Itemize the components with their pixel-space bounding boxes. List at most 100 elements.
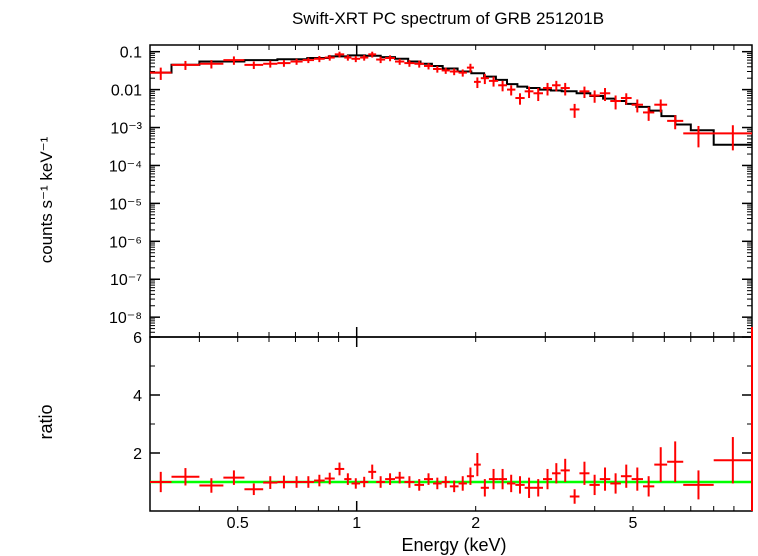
spectrum-data-point bbox=[302, 57, 315, 64]
spectrum-data-point bbox=[290, 58, 303, 65]
ratio-data-point bbox=[449, 480, 459, 493]
ratio-data-point bbox=[395, 471, 405, 484]
ratio-data-point bbox=[424, 473, 434, 485]
ratio-data-point bbox=[569, 489, 580, 504]
ratio-data-point bbox=[643, 476, 655, 497]
ratio-data-point bbox=[552, 463, 561, 484]
spectrum-data-point bbox=[569, 103, 580, 118]
ratio-data-point bbox=[302, 476, 315, 488]
ratio-data-point bbox=[506, 474, 516, 493]
ratio-data-point bbox=[579, 461, 590, 485]
spectrum-data-point bbox=[552, 80, 561, 92]
spectrum-data-point bbox=[314, 55, 325, 63]
ratio-data-point bbox=[533, 479, 543, 497]
spectrum-data-point bbox=[404, 60, 415, 67]
spectrum-data-point bbox=[480, 73, 489, 85]
spectrum-data-point bbox=[488, 76, 499, 87]
ratio-data-point bbox=[599, 467, 611, 491]
ratio-data-point bbox=[654, 447, 668, 482]
spectrum-data-point bbox=[449, 68, 459, 76]
spectrum-data-point bbox=[506, 85, 516, 96]
spectrum-data-point bbox=[199, 60, 224, 69]
spectrum-data-point bbox=[395, 58, 405, 65]
spectrum-data-point bbox=[579, 86, 590, 99]
ratio-data-point bbox=[290, 476, 303, 488]
ratio-data-point bbox=[360, 476, 369, 488]
spectrum-data-point bbox=[466, 63, 474, 73]
y-tick-label: 10⁻⁸ bbox=[109, 310, 142, 327]
y-tick-label: 10⁻³ bbox=[110, 121, 142, 138]
spectrum-data-point bbox=[360, 54, 369, 61]
spectrum-data-point bbox=[498, 80, 507, 92]
y-tick-label: 10⁻⁵ bbox=[109, 196, 142, 213]
ratio-data-point bbox=[324, 472, 335, 485]
ratio-data-point bbox=[480, 479, 489, 497]
spectrum-data-point bbox=[515, 93, 525, 105]
ratio-data-point bbox=[713, 437, 752, 484]
ratio-data-point bbox=[376, 476, 386, 488]
ratio-data-point bbox=[631, 467, 644, 491]
spectrum-data-point bbox=[376, 56, 386, 64]
ratio-data-point bbox=[351, 478, 361, 489]
ratio-data-point bbox=[466, 467, 474, 485]
spectrum-data-point bbox=[368, 51, 377, 58]
spectrum-data-point bbox=[385, 55, 396, 62]
ratio-data-point bbox=[344, 473, 352, 485]
spectrum-data-point bbox=[620, 93, 632, 105]
ratio-data-point bbox=[589, 474, 600, 496]
spectrum-data-point bbox=[631, 99, 644, 113]
spectrum-data-point bbox=[150, 67, 172, 80]
spectrum-data-point bbox=[351, 55, 361, 63]
spectrum-data-point bbox=[533, 88, 543, 102]
ratio-data-point bbox=[244, 483, 264, 496]
ratio-data-point bbox=[515, 476, 525, 494]
spectrum-data-point bbox=[654, 99, 668, 113]
spectrum-panel-frame bbox=[149, 44, 753, 338]
x-tick-label: 1 bbox=[352, 515, 361, 532]
ratio-data-point bbox=[277, 475, 291, 489]
spectrum-data-point bbox=[223, 56, 245, 65]
spectrum-data-point bbox=[171, 60, 200, 70]
spectrum-data-point bbox=[277, 60, 291, 67]
spectrum-data-point bbox=[414, 60, 425, 68]
ratio-data-point bbox=[314, 474, 325, 487]
spectrum-data-point bbox=[424, 63, 434, 70]
ratio-data-point bbox=[385, 473, 396, 485]
spectrum-data-point bbox=[599, 88, 611, 102]
spectrum-data-point bbox=[473, 77, 481, 89]
ratio-data-point bbox=[473, 453, 481, 477]
ratio-data-point bbox=[199, 478, 224, 493]
ratio-data-point bbox=[667, 441, 684, 482]
spectrum-data-point bbox=[441, 67, 450, 74]
ratio-y-tick-label: 2 bbox=[133, 446, 142, 463]
y-tick-label: 10⁻⁴ bbox=[109, 158, 142, 175]
ratio-data-point bbox=[610, 473, 621, 494]
ratio-data-point bbox=[334, 462, 345, 476]
spectrum-data-point bbox=[667, 115, 684, 130]
ratio-y-axis-label: ratio bbox=[36, 404, 56, 439]
ratio-data-point bbox=[150, 471, 172, 493]
ratio-data-point bbox=[458, 476, 467, 491]
y-tick-label: 0.01 bbox=[111, 83, 142, 100]
spectrum-data-point bbox=[524, 86, 534, 99]
y-tick-label: 10⁻⁶ bbox=[109, 234, 142, 251]
ratio-data-point bbox=[368, 464, 377, 480]
ratio-data-point bbox=[542, 468, 553, 490]
spectrum-data-point bbox=[589, 90, 600, 103]
spectrum-data-point bbox=[244, 61, 264, 69]
y-tick-label: 0.1 bbox=[120, 45, 142, 62]
spectrum-data-point bbox=[433, 65, 442, 73]
ratio-data-point bbox=[223, 470, 245, 485]
y-tick-label: 10⁻⁷ bbox=[110, 272, 142, 289]
ratio-data-point bbox=[414, 479, 425, 491]
spectrum-data-point bbox=[344, 54, 352, 61]
ratio-y-tick-label: 6 bbox=[133, 330, 142, 347]
ratio-data-point bbox=[404, 476, 415, 488]
x-tick-label: 5 bbox=[629, 515, 638, 532]
spectrum-data-point bbox=[263, 60, 278, 68]
ratio-data-point bbox=[433, 477, 442, 490]
ratio-data-point bbox=[488, 468, 499, 490]
spectrum-data-point bbox=[458, 69, 467, 77]
